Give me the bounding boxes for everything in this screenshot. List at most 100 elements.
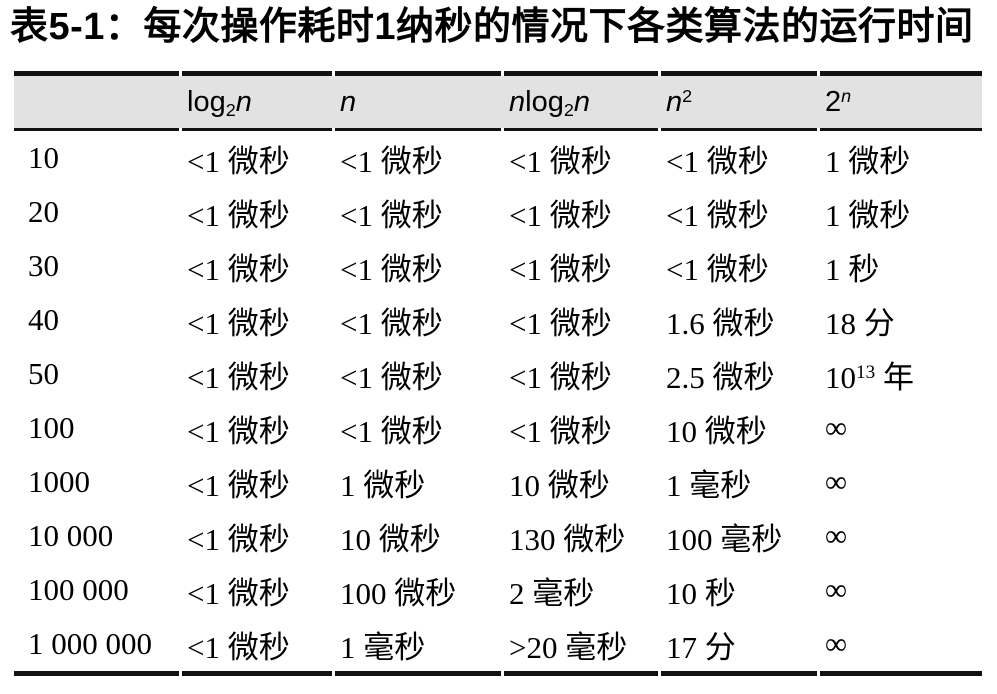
table-rule-segment (504, 671, 658, 676)
table-rule-segment (820, 671, 982, 676)
table-cell: ∞ (825, 464, 848, 499)
table-row: 30 <1 微秒 <1 微秒 <1 微秒 <1 微秒 1 秒 (14, 239, 982, 293)
table-row: 1000 <1 微秒 1 微秒 10 微秒 1 毫秒 ∞ (14, 455, 982, 509)
table-cell: 1013 年 (825, 359, 914, 395)
table-cell: <1 微秒 (340, 413, 443, 449)
table-cell: <1 微秒 (187, 143, 290, 179)
table-cell: 10 秒 (666, 575, 736, 611)
row-label: 50 (28, 356, 59, 391)
table-row: 20 <1 微秒 <1 微秒 <1 微秒 <1 微秒 1 微秒 (14, 185, 982, 239)
table-cell: <1 微秒 (340, 143, 443, 179)
table-cell: <1 微秒 (340, 197, 443, 233)
row-label: 30 (28, 248, 59, 283)
table-cell: 10 微秒 (666, 413, 767, 449)
table-cell: <1 微秒 (187, 575, 290, 611)
table-cell: 1 微秒 (340, 467, 426, 503)
table-rule-segment (14, 128, 179, 131)
column-header: 2n (825, 85, 852, 118)
table-cell: 1 毫秒 (666, 467, 752, 503)
table-header-rule (14, 128, 982, 131)
table-bottom-rule (14, 671, 982, 676)
row-label: 10 (28, 140, 59, 175)
table-cell: 2.5 微秒 (666, 359, 775, 395)
row-label: 1 000 000 (28, 626, 152, 661)
column-header: n2 (666, 85, 693, 118)
table-cell: <1 微秒 (666, 197, 769, 233)
table-rule-segment (182, 71, 332, 76)
table-cell: 17 分 (666, 629, 736, 665)
table-cell: 100 毫秒 (666, 521, 783, 557)
table-rule-segment (661, 671, 817, 676)
table-cell: <1 微秒 (509, 413, 612, 449)
table-cell: <1 微秒 (509, 143, 612, 179)
table-cell: 18 分 (825, 305, 895, 341)
table-rule-segment (335, 128, 501, 131)
table-cell: 1 微秒 (825, 143, 911, 179)
table-cell: <1 微秒 (187, 413, 290, 449)
column-header: nlog2n (509, 85, 590, 120)
table-rule-segment (14, 71, 179, 76)
table-cell: ∞ (825, 410, 848, 445)
table-cell: <1 微秒 (666, 143, 769, 179)
table-cell: <1 微秒 (187, 305, 290, 341)
table-row: 100 <1 微秒 <1 微秒 <1 微秒 10 微秒 ∞ (14, 401, 982, 455)
table-cell: ∞ (825, 518, 848, 553)
table-cell: ∞ (825, 572, 848, 607)
table-top-rule (14, 71, 982, 76)
table-cell: 130 微秒 (509, 521, 626, 557)
row-label: 40 (28, 302, 59, 337)
table-row: 10 <1 微秒 <1 微秒 <1 微秒 <1 微秒 1 微秒 (14, 131, 982, 185)
table-cell: >20 毫秒 (509, 629, 628, 665)
table-cell: 100 微秒 (340, 575, 457, 611)
table-cell: 1 秒 (825, 251, 880, 287)
table-rule-segment (661, 71, 817, 76)
row-label: 10 000 (28, 518, 114, 553)
table-cell: <1 微秒 (340, 359, 443, 395)
row-label: 100 (28, 410, 75, 445)
table-cell: <1 微秒 (340, 305, 443, 341)
table-row: 10 000 <1 微秒 10 微秒 130 微秒 100 毫秒 ∞ (14, 509, 982, 563)
table-cell: 10 微秒 (509, 467, 610, 503)
row-label: 100 000 (28, 572, 129, 607)
table-rule-segment (661, 128, 817, 131)
table-cell: 1.6 微秒 (666, 305, 775, 341)
table-cell: <1 微秒 (187, 251, 290, 287)
table-cell: <1 微秒 (187, 359, 290, 395)
table-cell: <1 微秒 (509, 197, 612, 233)
table-cell: <1 微秒 (187, 521, 290, 557)
table-rule-segment (182, 128, 332, 131)
table-cell: ∞ (825, 626, 848, 661)
table-rule-segment (820, 71, 982, 76)
table-cell: <1 微秒 (340, 251, 443, 287)
table-row: 1 000 000 <1 微秒 1 毫秒 >20 毫秒 17 分 ∞ (14, 617, 982, 671)
table-rule-segment (335, 671, 501, 676)
table-header-row: log2n n nlog2n n2 2n (14, 76, 982, 128)
table-cell: <1 微秒 (509, 359, 612, 395)
row-label: 20 (28, 194, 59, 229)
table-row: 40 <1 微秒 <1 微秒 <1 微秒 1.6 微秒 18 分 (14, 293, 982, 347)
table-cell: <1 微秒 (666, 251, 769, 287)
table-rule-segment (504, 71, 658, 76)
table-rule-segment (504, 128, 658, 131)
table-rule-segment (335, 71, 501, 76)
table-title: 表5-1：每次操作耗时1纳秒的情况下各类算法的运行时间 (10, 6, 974, 48)
table-cell: <1 微秒 (187, 629, 290, 665)
table-cell: <1 微秒 (509, 251, 612, 287)
column-header: log2n (187, 85, 252, 120)
table-rule-segment (14, 671, 179, 676)
table-rule-segment (820, 128, 982, 131)
table-row: 100 000 <1 微秒 100 微秒 2 毫秒 10 秒 ∞ (14, 563, 982, 617)
table-cell: 2 毫秒 (509, 575, 595, 611)
table-row: 50 <1 微秒 <1 微秒 <1 微秒 2.5 微秒 1013 年 (14, 347, 982, 401)
table-cell: <1 微秒 (509, 305, 612, 341)
row-label: 1000 (28, 464, 90, 499)
runtime-table: log2n n nlog2n n2 2n 10 <1 微秒 <1 微秒 <1 微秒 <1 微秒 1… (14, 71, 982, 676)
table-cell: <1 微秒 (187, 197, 290, 233)
table-cell: 10 微秒 (340, 521, 441, 557)
table-cell: 1 微秒 (825, 197, 911, 233)
column-header: n (340, 85, 357, 118)
table-cell: <1 微秒 (187, 467, 290, 503)
table-cell: 1 毫秒 (340, 629, 426, 665)
table-body: 10 <1 微秒 <1 微秒 <1 微秒 <1 微秒 1 微秒 20 <1 微秒 <1 微秒 <1… (14, 131, 982, 671)
